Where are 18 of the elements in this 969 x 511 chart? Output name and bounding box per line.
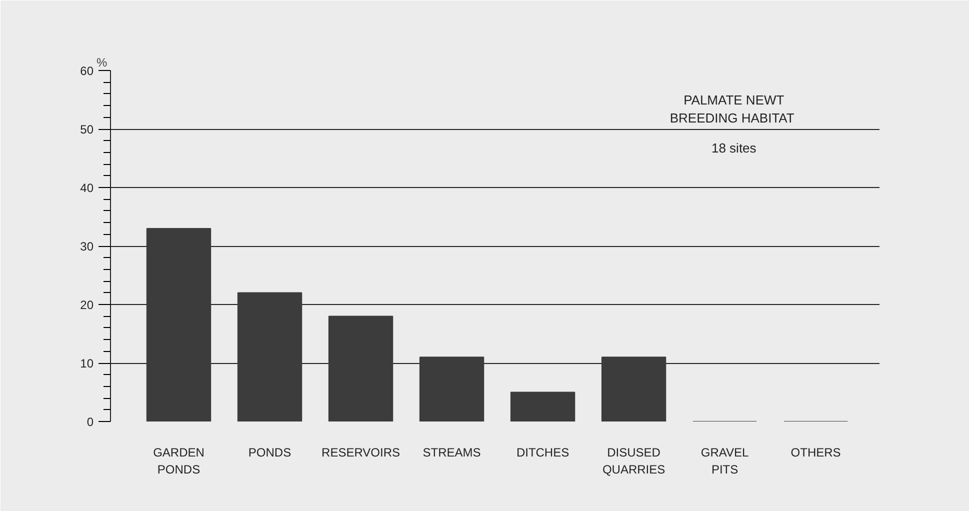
x-tick-label: DISUSED QUARRIES <box>602 446 666 476</box>
y-tick-label: 50 <box>80 122 94 136</box>
x-tick-label: RESERVOIRS <box>322 446 400 460</box>
text: 18 sites <box>711 140 757 156</box>
y-tick-label: 30 <box>80 240 94 254</box>
y-tick-label: 60 <box>80 64 94 78</box>
y-tick-label: 20 <box>80 298 94 312</box>
y-tick-label: 40 <box>80 181 94 195</box>
x-tick-label: OTHERS <box>790 446 841 460</box>
x-tick-label: DITCHES <box>516 446 570 460</box>
text: PALMATE NEWT BREEDING HABITAT <box>670 92 794 126</box>
x-tick-label: STREAMS <box>422 446 481 460</box>
y-tick-label: 10 <box>80 356 94 370</box>
x-tick-label: PONDS <box>248 446 292 460</box>
y-axis-title: % <box>96 56 108 70</box>
x-tick-label: GARDEN PONDS <box>153 446 204 476</box>
y-tick-label: 0 <box>86 415 94 429</box>
x-tick-label: GRAVEL PITS <box>700 446 750 476</box>
